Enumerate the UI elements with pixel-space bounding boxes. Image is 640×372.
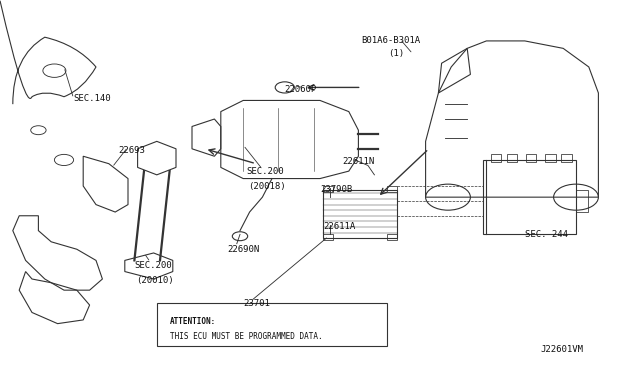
Bar (491, 154, 501, 162)
Text: 22611N: 22611N (342, 157, 374, 166)
Text: SEC.140: SEC.140 (74, 94, 111, 103)
Text: SEC.200: SEC.200 (134, 262, 172, 270)
Text: SEC.200: SEC.200 (246, 167, 284, 176)
Bar (323, 234, 333, 240)
Text: THIS ECU MUST BE PROGRAMMED DATA.: THIS ECU MUST BE PROGRAMMED DATA. (170, 332, 322, 341)
Text: (20010): (20010) (136, 276, 174, 285)
Bar (507, 154, 517, 162)
Text: 23701: 23701 (243, 299, 270, 308)
Text: 22611A: 22611A (323, 222, 355, 231)
Bar (323, 186, 333, 192)
Text: (1): (1) (388, 49, 404, 58)
Text: 22060P: 22060P (285, 85, 317, 94)
Text: SEC. 244: SEC. 244 (525, 230, 568, 239)
Bar (323, 190, 397, 238)
Text: ATTENTION:: ATTENTION: (170, 317, 216, 326)
Text: 22690N: 22690N (227, 245, 259, 254)
Bar (561, 154, 572, 162)
Bar (387, 186, 397, 192)
Text: J22601VM: J22601VM (541, 345, 584, 354)
Bar (157, 303, 387, 346)
Bar (545, 154, 556, 162)
Text: 23790B: 23790B (320, 185, 352, 194)
Bar (387, 234, 397, 240)
Bar (576, 190, 588, 212)
Text: (20018): (20018) (248, 182, 286, 190)
Text: B01A6-B301A: B01A6-B301A (362, 36, 420, 45)
Bar (526, 154, 536, 162)
Bar (483, 160, 576, 234)
Text: 22693: 22693 (118, 146, 145, 155)
